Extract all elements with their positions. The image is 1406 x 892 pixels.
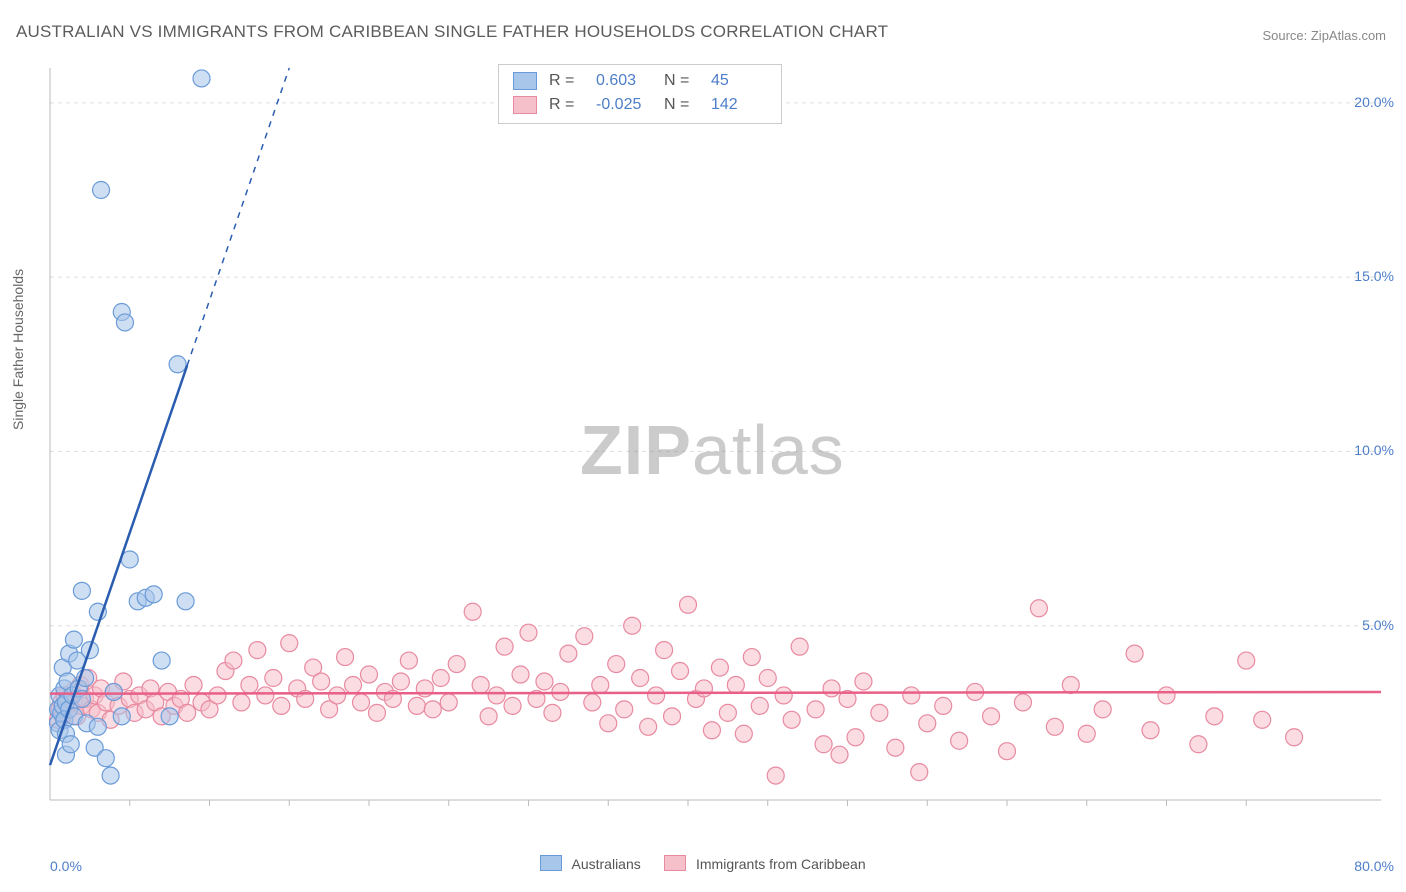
stat-r-blue: 0.603	[596, 69, 652, 93]
stats-legend-box: R = 0.603 N = 45 R = -0.025 N = 142	[498, 64, 782, 124]
watermark-rest: atlas	[692, 411, 845, 489]
bottom-legend: Australians Immigrants from Caribbean	[0, 855, 1406, 872]
legend-swatch-blue-icon	[540, 855, 562, 871]
legend-label-blue: Australians	[572, 856, 641, 872]
stat-n-label2: N =	[664, 93, 699, 117]
watermark-bold: ZIP	[580, 411, 692, 489]
stat-n-blue: 45	[711, 69, 767, 93]
y-tick-label: 5.0%	[1362, 617, 1394, 633]
stat-n-pink: 142	[711, 93, 767, 117]
legend-swatch-pink-icon	[664, 855, 686, 871]
y-axis-label: Single Father Households	[10, 269, 26, 430]
stat-r-label2: R =	[549, 93, 584, 117]
swatch-pink-icon	[513, 96, 537, 114]
swatch-blue-icon	[513, 72, 537, 90]
stats-row-pink: R = -0.025 N = 142	[513, 93, 767, 117]
stat-n-label: N =	[664, 69, 699, 93]
legend-label-pink: Immigrants from Caribbean	[696, 856, 866, 872]
stat-r-pink: -0.025	[596, 93, 652, 117]
watermark: ZIPatlas	[580, 410, 845, 490]
source-label: Source: ZipAtlas.com	[1262, 28, 1386, 43]
y-tick-label: 20.0%	[1354, 94, 1394, 110]
y-tick-label: 10.0%	[1354, 442, 1394, 458]
chart-title: AUSTRALIAN VS IMMIGRANTS FROM CARIBBEAN …	[16, 22, 888, 42]
stats-row-blue: R = 0.603 N = 45	[513, 69, 767, 93]
chart-container: AUSTRALIAN VS IMMIGRANTS FROM CARIBBEAN …	[0, 0, 1406, 892]
y-tick-label: 15.0%	[1354, 268, 1394, 284]
stat-r-label: R =	[549, 69, 584, 93]
